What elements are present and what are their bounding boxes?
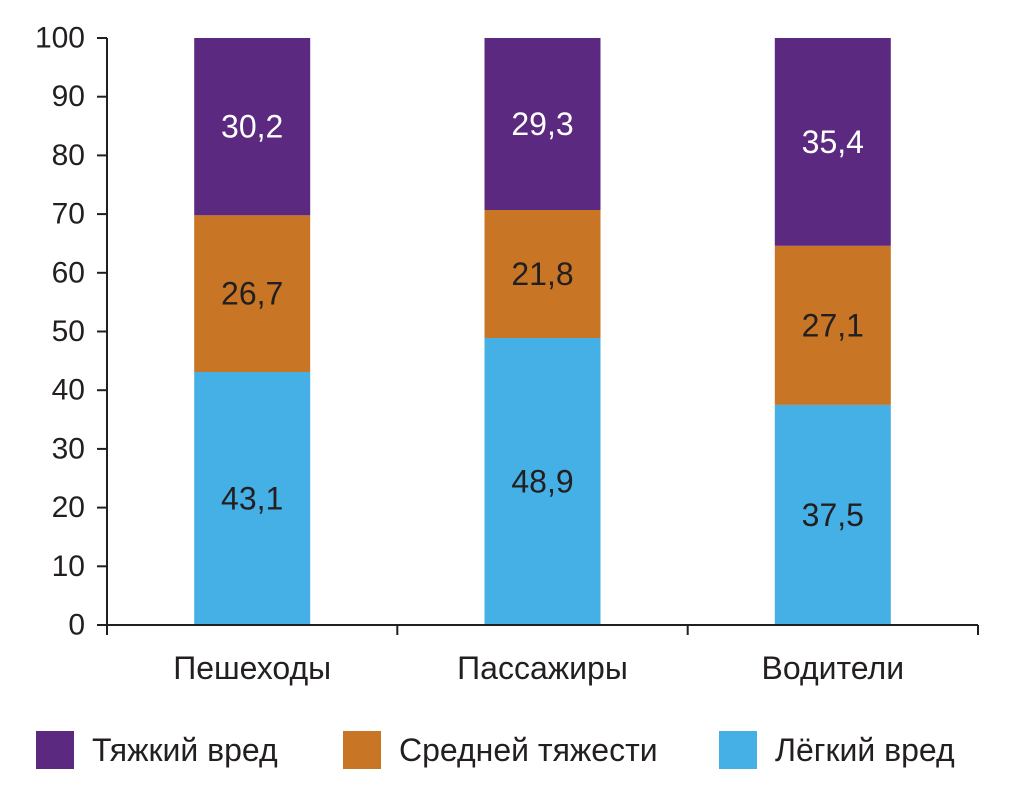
data-label: 29,3 bbox=[511, 106, 573, 142]
data-label: 26,7 bbox=[221, 276, 283, 312]
bar-segment bbox=[774, 38, 891, 246]
y-tick-label: 100 bbox=[35, 22, 85, 55]
bars-layer bbox=[194, 38, 891, 625]
y-tick-label: 70 bbox=[52, 198, 85, 231]
data-label: 37,5 bbox=[802, 497, 864, 533]
y-tick-label: 90 bbox=[52, 80, 85, 113]
x-category-label: Пассажиры bbox=[457, 650, 628, 686]
legend-swatch bbox=[343, 731, 381, 769]
x-category-label: Пешеходы bbox=[173, 650, 331, 686]
legend-label: Лёгкий вред bbox=[775, 732, 955, 768]
data-label: 43,1 bbox=[221, 481, 283, 517]
y-tick-label: 40 bbox=[52, 374, 85, 407]
y-tick-label: 0 bbox=[68, 609, 85, 642]
y-tick-label: 50 bbox=[52, 315, 85, 348]
data-label: 35,4 bbox=[802, 124, 864, 160]
bar-segment bbox=[774, 404, 891, 625]
data-label: 21,8 bbox=[511, 256, 573, 292]
legend-label: Тяжкий вред bbox=[92, 732, 278, 768]
legend-swatch bbox=[719, 731, 757, 769]
bar-segment bbox=[194, 372, 311, 625]
y-tick-label: 30 bbox=[52, 432, 85, 465]
bar-segment bbox=[484, 338, 601, 625]
labels-layer: 43,1 26,7 30,2 48,9 21,8 29,3 37,5 27,1 35,4 bbox=[221, 106, 864, 533]
legend-label: Средней тяжести bbox=[399, 732, 658, 768]
data-label: 27,1 bbox=[802, 307, 864, 343]
axes-layer: 0 10 20 30 40 50 60 70 80 90 100 Пешеходы Пассажиры В… bbox=[35, 22, 979, 686]
x-category-label: Водители bbox=[762, 650, 905, 686]
y-tick-label: 80 bbox=[52, 139, 85, 172]
bar-segment bbox=[194, 215, 311, 372]
y-tick-label: 60 bbox=[52, 256, 85, 289]
bar-segment bbox=[194, 38, 311, 216]
bar-segment bbox=[484, 210, 601, 338]
y-tick-label: 10 bbox=[52, 550, 85, 583]
data-label: 48,9 bbox=[511, 464, 573, 500]
y-tick-label: 20 bbox=[52, 491, 85, 524]
legend: Тяжкий вред Средней тяжести Лёгкий вред bbox=[36, 731, 955, 769]
legend-swatch bbox=[36, 731, 74, 769]
bar-segment bbox=[484, 38, 601, 210]
bar-segment bbox=[774, 245, 891, 405]
data-label: 30,2 bbox=[221, 109, 283, 145]
